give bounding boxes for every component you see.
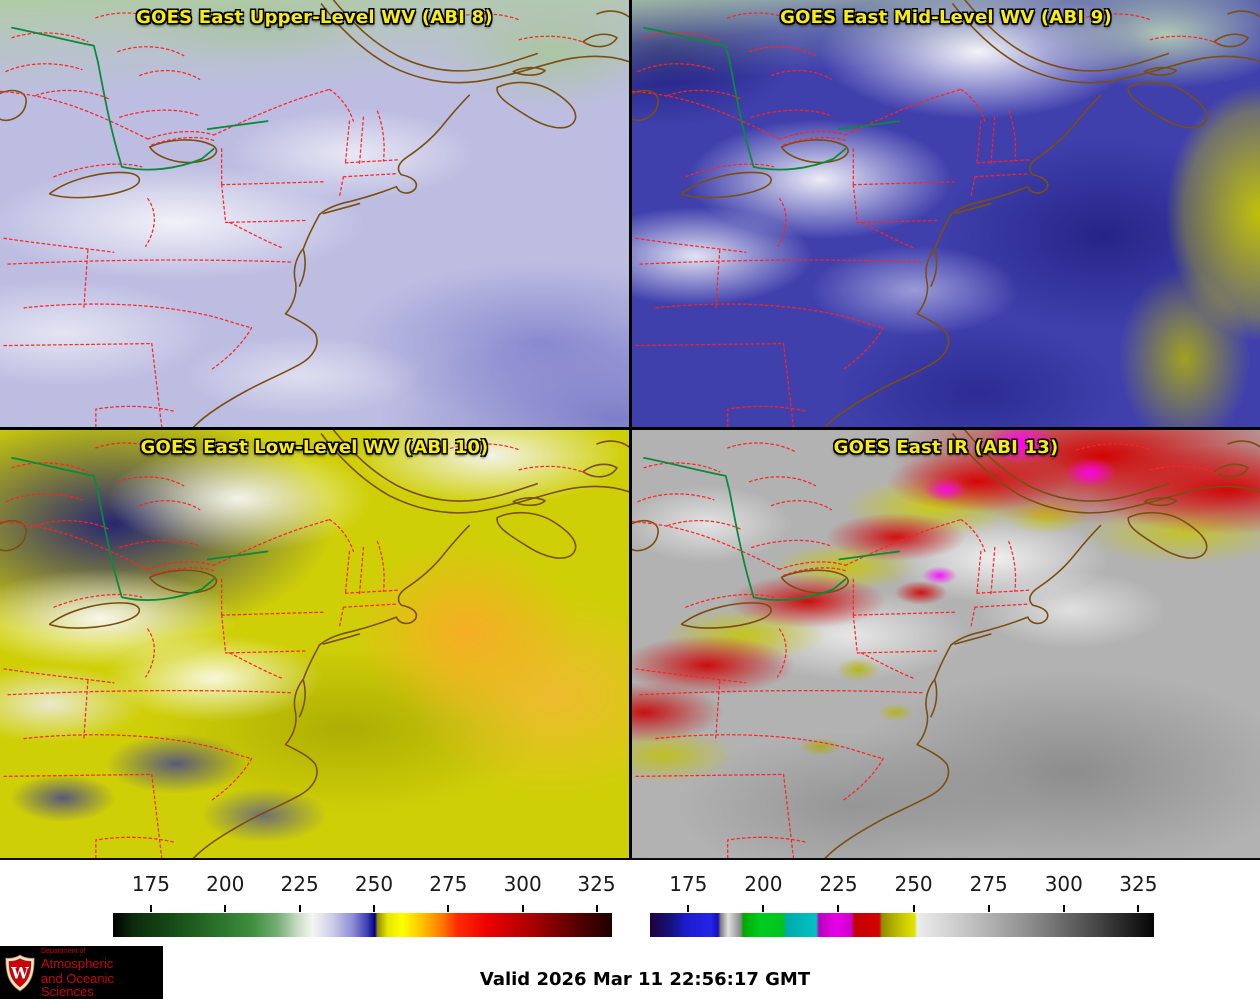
colorbar-tick-mark xyxy=(149,905,152,912)
colorbar-tick-label: 250 xyxy=(894,872,933,896)
valid-time-label: Valid 2026 Mar 11 22:56:17 GMT xyxy=(479,969,811,990)
colorbar-tick-mark xyxy=(447,905,450,912)
colorbar-tick-mark xyxy=(224,905,227,912)
colorbar-tick-mark xyxy=(1062,905,1065,912)
panel-title-abi8: GOES East Upper-Level WV (ABI 8) xyxy=(136,7,493,28)
panel-ir: GOES East IR (ABI 13) xyxy=(632,430,1260,858)
colorbar-tick-mark xyxy=(687,905,690,912)
colorbar-tick-mark xyxy=(595,905,598,912)
panel-title-abi9: GOES East Mid-Level WV (ABI 9) xyxy=(780,7,1112,28)
colorbar-tick-label: 275 xyxy=(429,872,468,896)
colorbar-tick-label: 325 xyxy=(1119,872,1158,896)
colorbar-tick-mark xyxy=(1137,905,1140,912)
logo-atmospheric-line: Atmospheric xyxy=(41,955,114,971)
colorbar-tick-mark xyxy=(298,905,301,912)
satellite-imagery-abi10 xyxy=(0,430,629,858)
panel-low-level-wv: GOES East Low-Level WV (ABI 10) xyxy=(0,430,629,858)
colorbar-tick-mark xyxy=(987,905,990,912)
colorbar-tick-mark xyxy=(912,905,915,912)
panel-upper-level-wv: GOES East Upper-Level WV (ABI 8) xyxy=(0,0,629,427)
satellite-quad-grid: GOES East Upper-Level WV (ABI 8) GOES Ea… xyxy=(0,0,1260,860)
colorbar-tick-label: 200 xyxy=(744,872,783,896)
uw-crest-icon: W xyxy=(5,954,35,991)
footer-row: W Department of Atmospheric and Oceanic … xyxy=(0,945,1260,999)
logo-oceanic-line: and Oceanic Sciences xyxy=(41,970,114,999)
colorbar-tick-label: 275 xyxy=(969,872,1008,896)
map-overlay xyxy=(632,430,1260,858)
ir-colorbar: 175 200 225 250 275 300 325 xyxy=(650,860,1158,945)
colorbar-tick-label: 300 xyxy=(1044,872,1083,896)
colorbar-tick-label: 225 xyxy=(819,872,858,896)
ir-colorbar-gradient xyxy=(650,913,1154,937)
colorbar-tick-label: 300 xyxy=(503,872,542,896)
panel-mid-level-wv: GOES East Mid-Level WV (ABI 9) xyxy=(632,0,1260,427)
logo-dept-line: Department of xyxy=(41,947,86,955)
colorbar-tick-mark xyxy=(372,905,375,912)
colorbar-tick-label: 250 xyxy=(354,872,394,896)
map-overlay xyxy=(632,0,1260,427)
logo-text: Department of Atmospheric and Oceanic Sc… xyxy=(41,948,163,998)
colorbar-tick-mark xyxy=(521,905,524,912)
map-overlay xyxy=(0,430,629,858)
panel-title-abi10: GOES East Low-Level WV (ABI 10) xyxy=(140,437,489,458)
colorbar-tick-label: 225 xyxy=(280,872,319,896)
colorbar-legend-row: 175 200 225 250 275 300 325 175 200 225 … xyxy=(0,860,1260,945)
uw-aos-logo: W Department of Atmospheric and Oceanic … xyxy=(0,946,163,999)
wv-colorbar: 175 200 225 250 275 300 325 xyxy=(113,860,616,945)
colorbar-tick-label: 175 xyxy=(131,872,171,896)
colorbar-tick-label: 325 xyxy=(577,872,616,896)
panel-title-abi13: GOES East IR (ABI 13) xyxy=(833,437,1059,458)
colorbar-tick-mark xyxy=(837,905,840,912)
svg-text:W: W xyxy=(10,963,29,982)
wv-colorbar-gradient xyxy=(113,913,612,937)
colorbar-tick-label: 175 xyxy=(669,872,708,896)
colorbar-tick-label: 200 xyxy=(206,872,245,896)
map-overlay xyxy=(0,0,629,427)
colorbar-tick-mark xyxy=(762,905,765,912)
